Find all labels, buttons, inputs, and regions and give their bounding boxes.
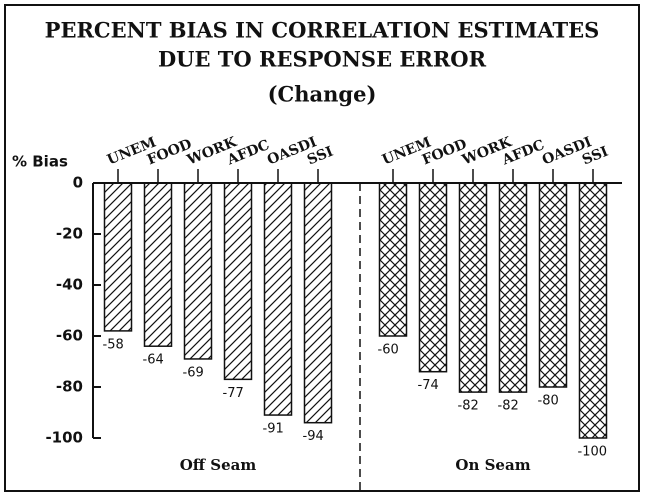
chart-title: PERCENT BIAS IN CORRELATION ESTIMATES <box>45 18 600 43</box>
bar <box>498 182 528 393</box>
y-tick-label: 0 <box>73 174 83 192</box>
bar <box>263 182 293 416</box>
value-label: -82 <box>458 399 479 414</box>
bar <box>103 182 133 332</box>
value-label: -100 <box>578 445 608 460</box>
value-label: -82 <box>498 399 519 414</box>
value-label: -58 <box>103 337 124 352</box>
y-tick-label: -100 <box>45 429 83 447</box>
value-label: -60 <box>378 343 399 358</box>
bar <box>143 182 173 347</box>
bar <box>378 182 408 337</box>
chart-title-line2: DUE TO RESPONSE ERROR <box>158 47 487 72</box>
bar <box>183 182 213 360</box>
bar <box>458 182 488 393</box>
value-label: -94 <box>303 429 324 444</box>
y-tick-label: -40 <box>56 276 83 294</box>
bar <box>303 182 333 424</box>
value-label: -64 <box>143 353 164 368</box>
y-tick-label: -60 <box>56 327 83 345</box>
value-label: -69 <box>183 365 204 380</box>
bar <box>538 182 568 388</box>
y-axis-label: % Bias <box>12 153 68 171</box>
frame <box>4 4 640 492</box>
chart-subtitle: (Change) <box>268 82 377 107</box>
group-label: On Seam <box>455 456 530 474</box>
value-label: -80 <box>538 394 559 409</box>
bar <box>578 182 608 439</box>
value-label: -77 <box>223 386 244 401</box>
y-tick-label: -80 <box>56 378 83 396</box>
bar <box>418 182 448 373</box>
value-label: -91 <box>263 422 284 437</box>
y-tick-label: -20 <box>56 225 83 243</box>
bar <box>223 182 253 381</box>
value-label: -74 <box>418 378 439 393</box>
group-label: Off Seam <box>180 456 257 474</box>
